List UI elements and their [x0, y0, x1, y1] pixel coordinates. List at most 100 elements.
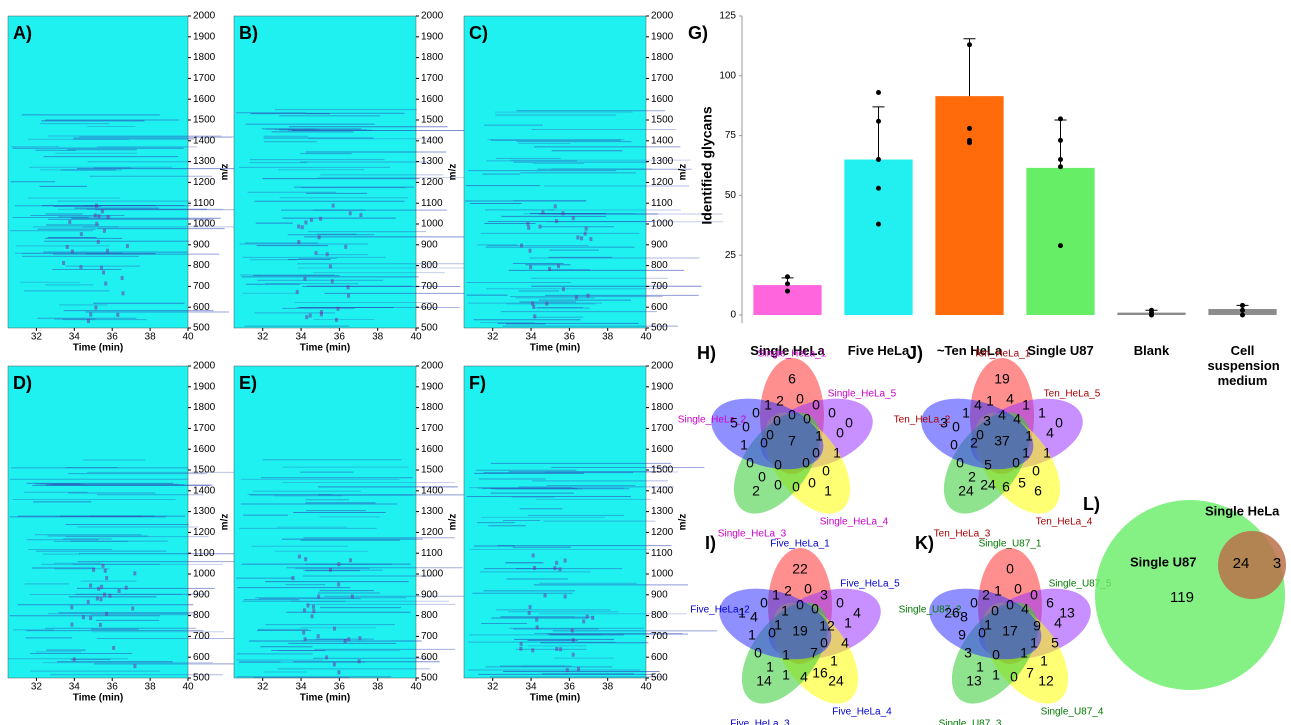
- venn-overlap: [1218, 531, 1286, 599]
- y-tick-label: 2000: [651, 361, 674, 372]
- y-tick-label: 900: [421, 589, 438, 600]
- y-tick-label: 1100: [193, 548, 215, 559]
- region-count: 2: [784, 583, 792, 599]
- x-tick-label: Five HeLa: [847, 343, 910, 358]
- venn-set: [719, 588, 832, 660]
- x-tick-label: 38: [372, 332, 384, 343]
- y-tick-label: 700: [193, 631, 210, 642]
- y-tick-label: 800: [193, 610, 210, 621]
- x-tick-label: 38: [145, 682, 157, 693]
- panel-letter: J): [907, 343, 923, 363]
- texture: [336, 306, 340, 311]
- set-label: Ten_HeLa_3: [934, 529, 991, 540]
- texture: [574, 295, 578, 300]
- data-point: [1058, 164, 1063, 170]
- y-axis-label: m/z: [678, 164, 689, 181]
- texture: [527, 610, 531, 615]
- x-axis-label: Time (min): [530, 343, 580, 354]
- texture: [529, 265, 533, 270]
- bar: [844, 159, 913, 315]
- region-count: 3: [820, 587, 828, 603]
- texture: [535, 617, 539, 622]
- y-tick-label: 800: [421, 260, 438, 271]
- y-tick-label: 1900: [651, 31, 674, 42]
- y-tick-label: 2000: [421, 11, 444, 22]
- texture: [319, 310, 323, 315]
- region-count: 0: [760, 595, 768, 611]
- data-point: [785, 281, 790, 287]
- texture: [541, 210, 545, 215]
- y-tick-label: 125: [719, 11, 736, 22]
- region-count: 0: [976, 427, 984, 443]
- error-bar: [872, 106, 885, 160]
- region-count: 0: [956, 455, 964, 471]
- texture: [331, 203, 335, 208]
- texture: [343, 639, 347, 644]
- texture: [561, 211, 565, 216]
- set-label: Single_HeLa_1: [758, 349, 827, 360]
- panel-letter: G): [688, 23, 708, 43]
- region-count: 1: [782, 647, 790, 663]
- region-count: 0: [804, 581, 812, 597]
- region-count: 26: [944, 605, 960, 621]
- x-tick-label: 36: [564, 332, 576, 343]
- set-label: Single_U87_5: [1049, 579, 1112, 590]
- region-count: 1: [844, 615, 852, 631]
- texture: [72, 657, 76, 662]
- region-count: 0: [760, 435, 768, 451]
- texture: [328, 567, 332, 572]
- region-count: 0: [950, 437, 958, 453]
- x-tick-label: 32: [257, 332, 269, 343]
- texture: [311, 604, 315, 609]
- y-tick-label: 700: [193, 281, 210, 292]
- y-tick-label: 1300: [193, 156, 216, 167]
- y-tick-label: 1700: [421, 423, 444, 434]
- texture: [535, 625, 539, 630]
- texture: [555, 646, 559, 651]
- texture: [101, 563, 105, 568]
- texture: [555, 560, 559, 565]
- y-tick-label: 800: [651, 610, 668, 621]
- y-tick-label: 1100: [421, 198, 443, 209]
- set-label: Single_U87_1: [979, 539, 1042, 550]
- x-tick-label: 34: [525, 332, 537, 343]
- texture: [300, 225, 304, 230]
- texture: [316, 634, 320, 639]
- x-axis-label: Time (min): [73, 693, 123, 704]
- texture: [95, 596, 99, 601]
- texture: [89, 616, 93, 621]
- texture: [563, 558, 567, 563]
- data-point: [785, 274, 790, 280]
- heatmap-background: [464, 366, 646, 678]
- y-tick-label: 1500: [421, 115, 444, 126]
- y-tick-label: 1900: [421, 381, 444, 392]
- x-axis-label: Time (min): [530, 693, 580, 704]
- y-tick-label: 1000: [651, 219, 674, 230]
- x-tick-label: 36: [564, 682, 576, 693]
- texture: [95, 221, 99, 226]
- texture: [526, 221, 530, 226]
- region-count: 0: [812, 397, 820, 413]
- texture: [102, 270, 106, 275]
- heatmap-background: [8, 16, 188, 328]
- y-tick-label: 1300: [651, 506, 674, 517]
- heatmap-background: [234, 16, 416, 328]
- y-tick-label: 1100: [193, 198, 215, 209]
- region-count: 0: [991, 603, 999, 619]
- x-tick-label: 34: [295, 332, 307, 343]
- region-count: 0: [754, 645, 762, 661]
- texture: [79, 232, 83, 237]
- y-tick-label: 1300: [651, 156, 674, 167]
- region-count: 0: [796, 391, 804, 407]
- y-tick-label: 1800: [651, 402, 674, 413]
- texture: [96, 239, 100, 244]
- texture: [124, 585, 128, 590]
- heatmap-background: [464, 16, 646, 328]
- region-count: 4: [974, 397, 982, 413]
- texture: [121, 291, 125, 296]
- x-tick-label-box: Blank: [1134, 343, 1169, 358]
- y-tick-label: 1200: [651, 527, 674, 538]
- region-count: 2: [982, 587, 990, 603]
- texture: [584, 226, 588, 231]
